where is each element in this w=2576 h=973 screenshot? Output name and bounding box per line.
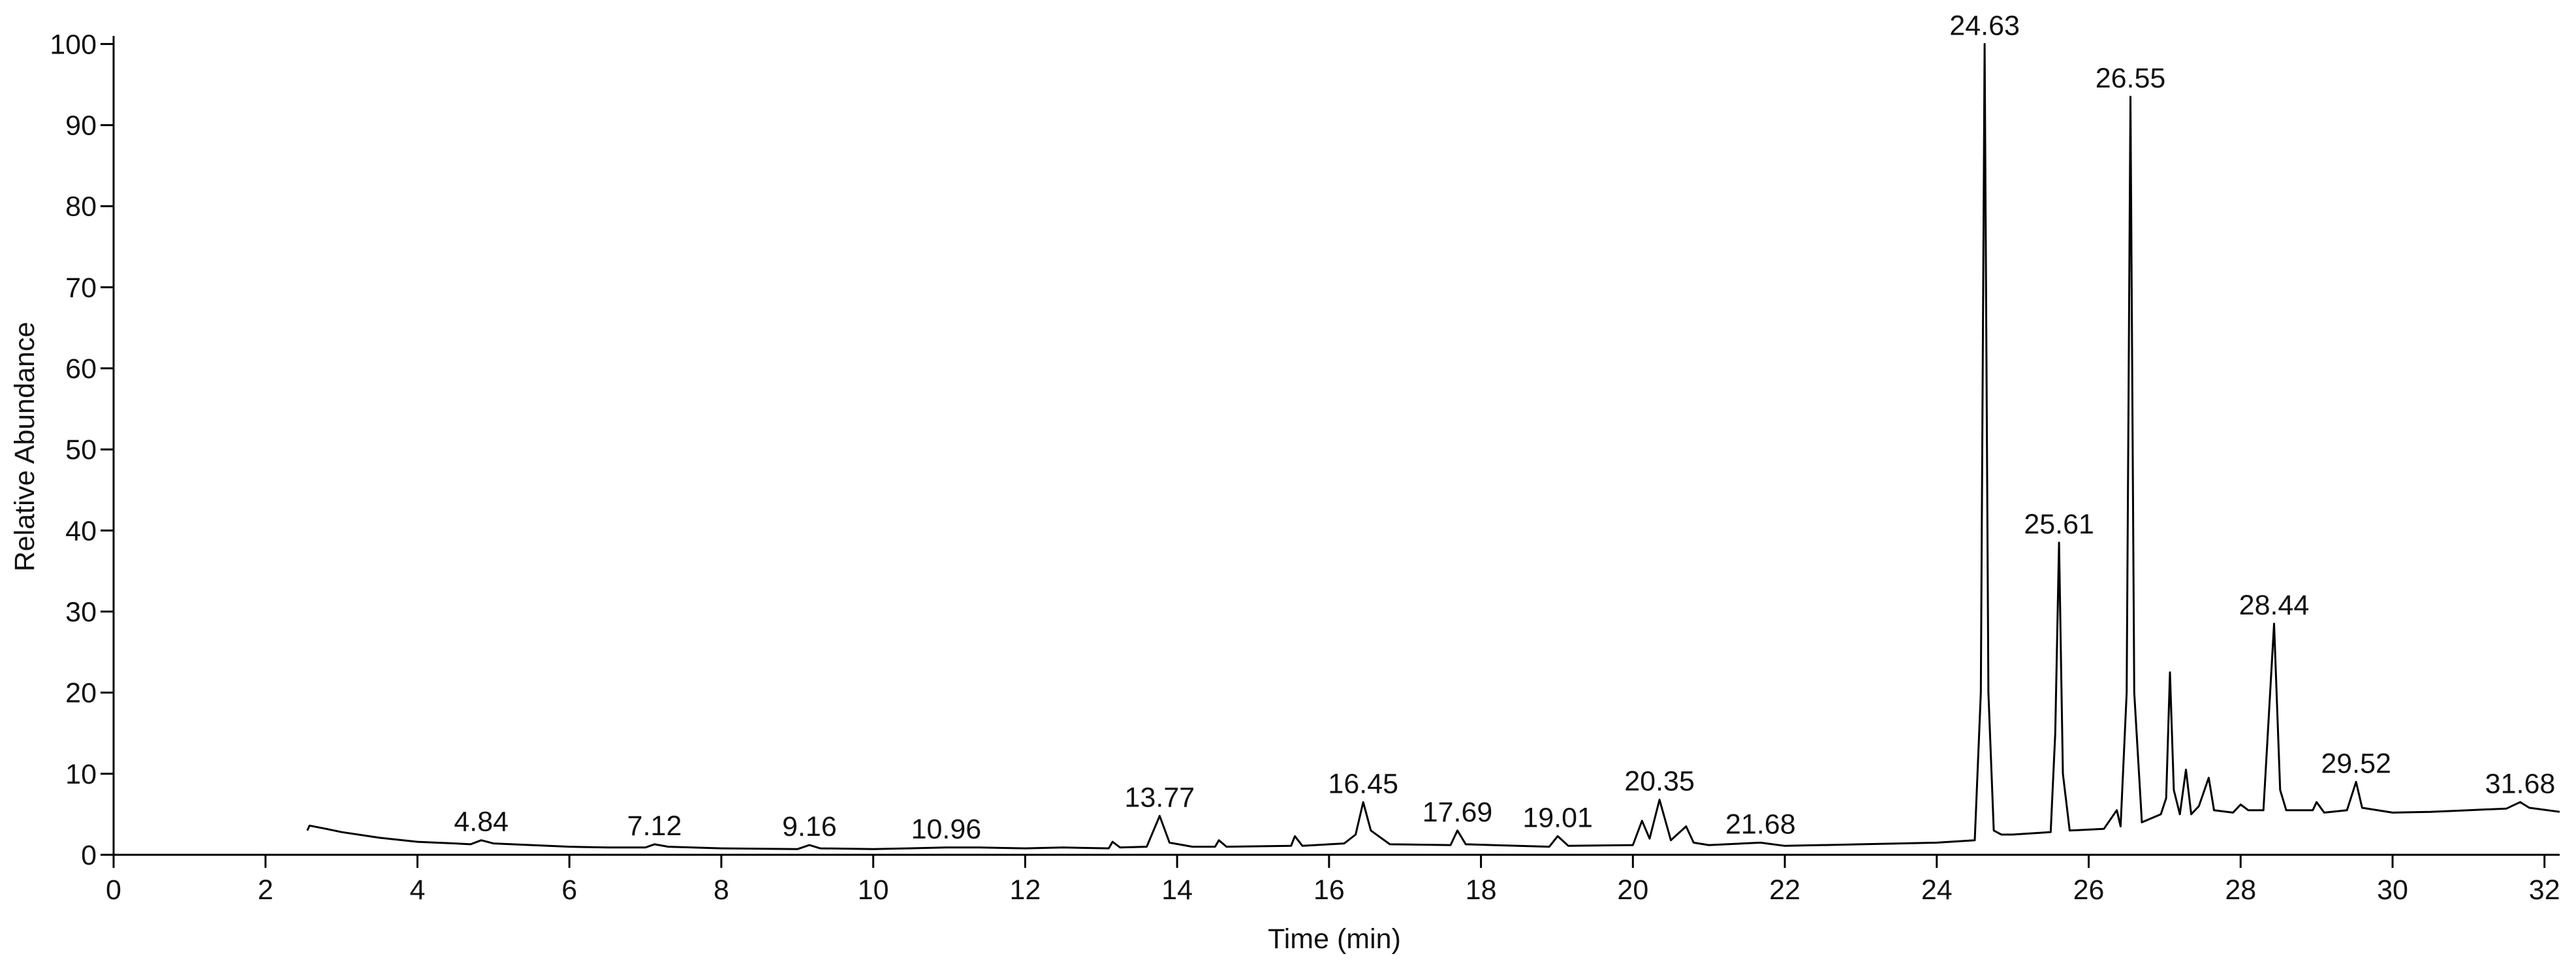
peak-label: 19.01 xyxy=(1522,802,1593,833)
x-tick-label: 30 xyxy=(2377,874,2408,906)
x-tick-label: 14 xyxy=(1161,874,1193,906)
x-tick-label: 20 xyxy=(1617,874,1648,906)
peak-label: 10.96 xyxy=(911,814,982,845)
peak-label: 7.12 xyxy=(627,810,682,842)
x-tick-label: 22 xyxy=(1769,874,1800,906)
y-axis-title: Relative Abundance xyxy=(9,322,40,572)
x-tick-label: 26 xyxy=(2073,874,2105,906)
peak-label: 28.44 xyxy=(2239,590,2310,621)
peak-label: 16.45 xyxy=(1328,768,1398,799)
peak-label: 24.63 xyxy=(1949,10,2020,41)
peak-label: 9.16 xyxy=(782,811,837,842)
x-tick-label: 2 xyxy=(258,874,274,906)
x-tick-label: 18 xyxy=(1466,874,1497,906)
peak-label: 4.84 xyxy=(454,806,509,838)
x-tick-label: 28 xyxy=(2225,874,2256,906)
y-tick-label: 50 xyxy=(65,434,97,466)
peak-label: 29.52 xyxy=(2321,748,2391,779)
peak-label: 25.61 xyxy=(2024,509,2094,540)
x-tick-label: 12 xyxy=(1009,874,1041,906)
x-axis-title: Time (min) xyxy=(1268,923,1401,955)
x-tick-label: 8 xyxy=(714,874,729,906)
peak-label: 21.68 xyxy=(1725,808,1796,840)
y-tick-label: 30 xyxy=(65,597,97,628)
x-tick-label: 4 xyxy=(410,874,426,906)
peak-label: 17.69 xyxy=(1422,797,1493,828)
y-tick-label: 60 xyxy=(65,353,97,385)
x-tick-label: 24 xyxy=(1921,874,1953,906)
y-tick-label: 70 xyxy=(65,272,97,304)
x-tick-label: 16 xyxy=(1313,874,1345,906)
y-tick-label: 0 xyxy=(81,840,97,871)
x-tick-label: 0 xyxy=(106,874,121,906)
peak-label: 31.68 xyxy=(2485,768,2556,799)
x-tick-label: 6 xyxy=(561,874,577,906)
trace xyxy=(306,42,2560,850)
y-tick-label: 20 xyxy=(65,678,97,709)
x-tick-label: 32 xyxy=(2529,874,2560,906)
y-tick-label: 90 xyxy=(65,110,97,142)
x-tick-label: 10 xyxy=(858,874,889,906)
y-tick-label: 100 xyxy=(50,29,97,60)
y-tick-label: 40 xyxy=(65,515,97,547)
peak-label: 26.55 xyxy=(2096,63,2166,94)
peak-label: 20.35 xyxy=(1624,766,1695,797)
y-tick-label: 80 xyxy=(65,191,97,223)
y-tick-label: 10 xyxy=(65,759,97,790)
peak-label: 13.77 xyxy=(1125,782,1195,813)
